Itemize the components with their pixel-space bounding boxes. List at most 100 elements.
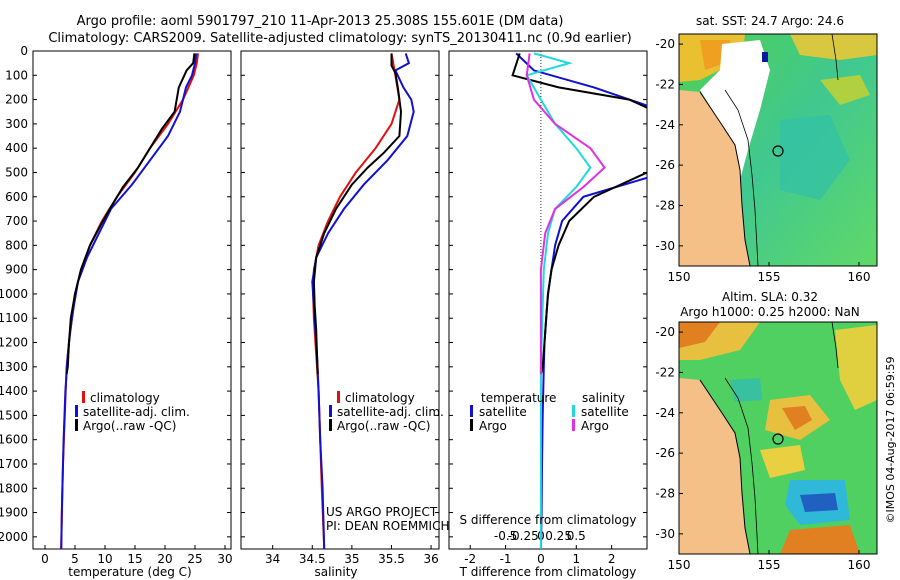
depth-tick-label: 800 xyxy=(5,238,28,252)
project-label: US ARGO PROJECT xyxy=(326,505,438,519)
sla-high-patch xyxy=(782,406,812,430)
depth-tick-label: 2000 xyxy=(0,530,28,544)
sst-warm-patch xyxy=(790,34,877,60)
depth-tick-label: 700 xyxy=(5,214,28,228)
map-y-tick-label: -20 xyxy=(655,325,675,339)
chart-title-line1: Argo profile: aoml 5901797_210 11-Apr-20… xyxy=(77,14,564,29)
x-tick-label: 25 xyxy=(187,552,202,566)
difference-xlabel: T difference from climatology xyxy=(459,565,637,579)
sla-map xyxy=(679,322,877,554)
legend-label-salinity-satellite: satellite xyxy=(581,405,629,419)
land xyxy=(679,90,750,266)
coastline xyxy=(699,91,751,266)
map-y-tick-label: -28 xyxy=(655,198,675,212)
s-diff-tick-label: 0.5 xyxy=(567,529,586,543)
x-tick-label: -1 xyxy=(500,552,512,566)
temperature-plot: 0 5 10 15 20 25 30 xyxy=(41,53,233,566)
sla-map-axes: 150 155 160 -20 -22 -24 -26 -28 -30 xyxy=(655,325,870,572)
legend-swatch-salinity-satellite xyxy=(572,405,575,417)
depth-tick-label: 1100 xyxy=(0,311,28,325)
shelf-contour xyxy=(831,322,839,369)
map-y-tick-label: -30 xyxy=(655,527,675,541)
depth-tick-label: 1000 xyxy=(0,287,28,301)
s-diff-tick-label: 0.25 xyxy=(545,529,572,543)
series-line-salinity-satellite xyxy=(525,52,592,549)
depth-tick-label: 1700 xyxy=(0,457,28,471)
map-y-tick-label: -24 xyxy=(655,118,675,132)
depth-tick-label: 1300 xyxy=(0,360,28,374)
argo-location-marker xyxy=(772,433,784,445)
sst-warm-patch xyxy=(820,75,870,105)
legend-label-salinity-argo: Argo xyxy=(581,419,609,433)
shelf-contour xyxy=(724,377,759,554)
salinity-legend: climatology satellite-adj. clim. Argo(..… xyxy=(329,391,444,433)
sst-map xyxy=(679,34,877,266)
series-line-satellite-adj-clim- xyxy=(60,53,198,549)
salinity-xlabel: salinity xyxy=(314,565,357,579)
x-tick-label: 15 xyxy=(127,552,142,566)
depth-tick-label: 1900 xyxy=(0,506,28,520)
legend-swatch-satellite xyxy=(75,405,78,417)
map-y-tick-label: -22 xyxy=(655,77,675,91)
series-line-climatology xyxy=(312,53,401,549)
sla-low-patch xyxy=(800,493,838,512)
x-tick-label: 0 xyxy=(537,552,545,566)
s-diff-tick-label: -0.5 xyxy=(494,529,517,543)
x-tick-label: 36 xyxy=(423,552,438,566)
legend-swatch-temperature-argo xyxy=(470,419,473,431)
depth-tick-label: 1400 xyxy=(0,384,28,398)
legend-label-climatology: climatology xyxy=(90,391,160,405)
sst-missing-data xyxy=(700,40,770,180)
x-tick-label: 20 xyxy=(157,552,172,566)
series-line-argo-raw-qc- xyxy=(65,53,196,375)
sla-low-patch xyxy=(730,378,762,402)
depth-tick-label: 0 xyxy=(20,44,28,58)
legend-label-climatology: climatology xyxy=(345,391,415,405)
map-y-tick-label: -24 xyxy=(655,406,675,420)
map-y-tick-label: -22 xyxy=(655,365,675,379)
x-tick-label: 1 xyxy=(572,552,580,566)
legend-label-satellite: satellite-adj. clim. xyxy=(337,405,444,419)
x-tick-label: 34 xyxy=(265,552,280,566)
x-tick-label: 35.5 xyxy=(378,552,405,566)
sla-map-subtitle: Argo h1000: 0.25 h2000: NaN xyxy=(680,305,860,319)
legend-swatch-salinity-argo xyxy=(572,419,575,431)
sst-map-axes: 150 155 160 -20 -22 -24 -26 -28 -30 xyxy=(655,37,870,284)
legend-label-temperature-satellite: satellite xyxy=(479,405,527,419)
x-tick-label: 35 xyxy=(344,552,359,566)
legend-swatch-climatology xyxy=(337,391,340,403)
series-line-temperature-argo xyxy=(511,53,647,375)
depth-tick-label: 1200 xyxy=(0,336,28,350)
depth-tick-label: 600 xyxy=(5,190,28,204)
legend-swatch-argo xyxy=(75,419,78,431)
legend-swatch-climatology xyxy=(82,391,85,403)
difference-plot: -2 -1 0 1 2-0.5-0.250 0.250.5 xyxy=(464,51,647,566)
chart-title-line2: Climatology: CARS2009. Satellite-adjuste… xyxy=(48,31,631,46)
temperature-plot-frame xyxy=(32,50,232,550)
depth-tick-label: 1800 xyxy=(0,481,28,495)
depth-tick-label: 1600 xyxy=(0,433,28,447)
sla-map-frame xyxy=(678,321,878,555)
x-tick-label: 0 xyxy=(41,552,49,566)
difference-plot-frame xyxy=(448,50,648,550)
series-line-salinity-argo xyxy=(525,53,606,375)
coastline xyxy=(699,379,751,554)
series-line-climatology xyxy=(60,53,199,549)
depth-tick-label: 100 xyxy=(5,68,28,82)
map-y-tick-label: -28 xyxy=(655,486,675,500)
sla-high-patch xyxy=(679,322,720,348)
sla-high-patch xyxy=(760,445,805,478)
depth-tick-label: 900 xyxy=(5,263,28,277)
x-tick-label: 5 xyxy=(71,552,79,566)
depth-tick-label: 1500 xyxy=(0,408,28,422)
legend-title-salinity: salinity xyxy=(582,391,625,405)
map-y-tick-label: -20 xyxy=(655,37,675,51)
depth-tick-label: 300 xyxy=(5,117,28,131)
salinity-plot-frame xyxy=(240,50,440,550)
legend-title-temperature: temperature xyxy=(481,391,556,405)
map-x-tick-label: 160 xyxy=(848,558,871,572)
map-y-tick-label: -26 xyxy=(655,158,675,172)
temperature-legend: climatology satellite-adj. clim. Argo(..… xyxy=(75,391,190,433)
difference-legend: temperature satellite Argo salinity sate… xyxy=(470,391,629,433)
